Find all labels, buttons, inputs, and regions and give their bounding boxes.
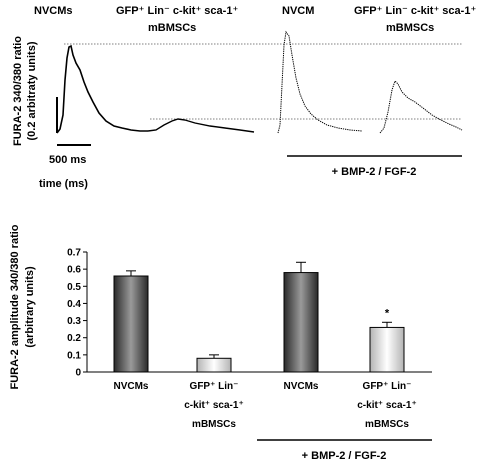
trace-gfp-mbmscs	[147, 118, 255, 133]
bar-chart: FURA-2 amplitude 340/380 ratio (arbitrar…	[9, 224, 432, 462]
bar-ylabel-2: (arbitrary units)	[24, 266, 36, 348]
y-tick-label: 0.7	[67, 248, 81, 259]
bar	[113, 275, 149, 373]
treatment-label-bottom: + BMP-2 / FGF-2	[302, 450, 387, 460]
bar	[369, 326, 405, 373]
label-gfp-line1: GFP⁺ Lin⁻ c-kit⁺ sca-1⁺	[116, 5, 238, 17]
y-tick-label: 0.5	[67, 282, 81, 293]
y-tick-label: 0.6	[67, 265, 81, 276]
x-tick-label: mBMSCs	[192, 419, 236, 430]
x-tick-label: c-kit⁺ sca-1⁺	[184, 400, 243, 411]
trace-nvcm-treated	[277, 30, 363, 134]
y-tick-label: 0	[75, 368, 81, 379]
trace-ylabel-2: (0.2 arbitraty units)	[26, 41, 38, 140]
bar	[196, 357, 232, 373]
trace-gfp-mbmscs-treated	[379, 80, 463, 134]
label-gfp2-line2: mBMSCs	[386, 22, 434, 34]
significance-marker: *	[385, 307, 390, 319]
bar	[283, 272, 319, 373]
label-nvcm: NVCM	[282, 5, 314, 17]
treatment-label-top: + BMP-2 / FGF-2	[332, 166, 417, 178]
y-ticks: 0 0.1 0.2 0.3 0.4 0.5 0.6 0.7	[67, 248, 87, 379]
y-tick-label: 0.4	[67, 299, 81, 310]
x-tick-label: GFP⁺ Lin⁻	[190, 381, 239, 392]
scalebar-label: 500 ms	[49, 154, 86, 166]
y-tick-label: 0.3	[67, 316, 81, 327]
x-tick-label: mBMSCs	[365, 419, 409, 430]
x-tick-label: NVCMs	[113, 381, 148, 392]
y-tick-label: 0.1	[67, 350, 81, 361]
bar-ylabel-1: FURA-2 amplitude 340/380 ratio	[9, 224, 21, 389]
bars: *	[113, 261, 405, 373]
y-tick-label: 0.2	[67, 333, 81, 344]
trace-ylabel-1: FURA-2 340/380 ratio	[12, 36, 24, 146]
x-tick-label: GFP⁺ Lin⁻	[363, 381, 412, 392]
x-tick-labels: NVCMs GFP⁺ Lin⁻ c-kit⁺ sca-1⁺ mBMSCs NVCMs GF…	[113, 381, 416, 430]
time-label: time (ms)	[39, 178, 88, 190]
trace-panel: NVCMs GFP⁺ Lin⁻ c-kit⁺ sca-1⁺ mBMSCs NVC…	[12, 5, 476, 190]
label-gfp-line2: mBMSCs	[148, 22, 196, 34]
label-gfp2-line1: GFP⁺ Lin⁻ c-kit⁺ sca-1⁺	[354, 5, 476, 17]
label-nvcms: NVCMs	[34, 5, 73, 17]
trace-nvcms	[56, 44, 148, 134]
x-tick-label: NVCMs	[283, 381, 318, 392]
x-tick-label: c-kit⁺ sca-1⁺	[357, 400, 416, 411]
